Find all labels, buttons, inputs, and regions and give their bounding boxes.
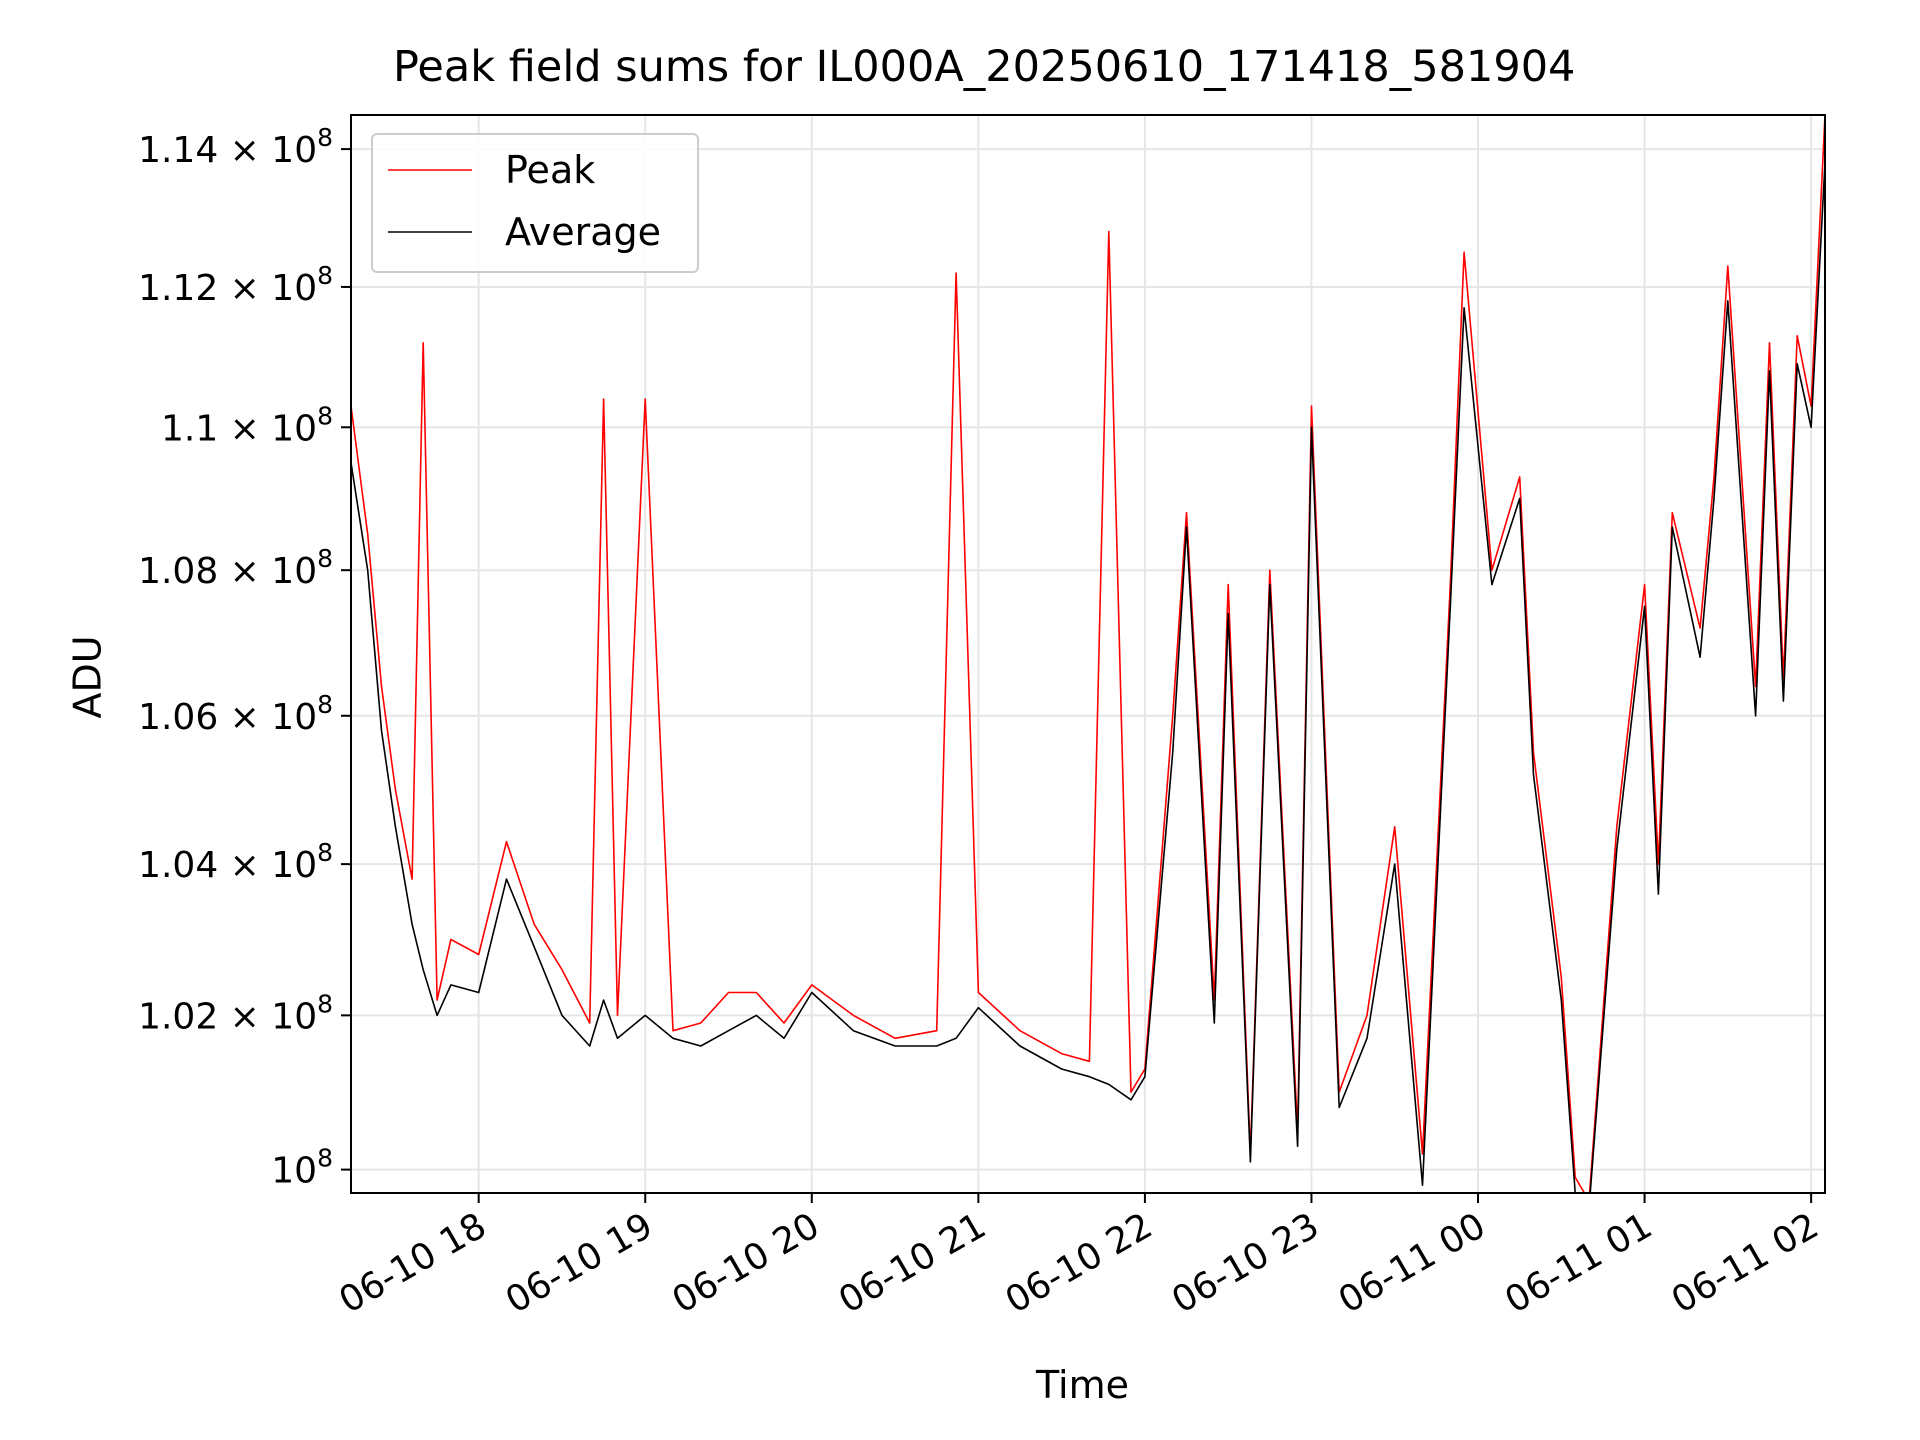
x-tick-label: 06-11 01 bbox=[1498, 1205, 1659, 1321]
y-tick-label: 1.1 × 108 bbox=[161, 401, 333, 449]
grid-lines bbox=[351, 115, 1825, 1193]
legend-label: Average bbox=[505, 210, 661, 254]
x-tick-label: 06-10 22 bbox=[999, 1205, 1160, 1321]
x-tick-label: 06-10 21 bbox=[832, 1205, 993, 1321]
y-tick-label: 1.12 × 108 bbox=[138, 261, 333, 309]
x-tick-label: 06-11 02 bbox=[1665, 1205, 1826, 1321]
x-tick-label: 06-10 18 bbox=[333, 1205, 494, 1321]
series-line-peak bbox=[351, 115, 1825, 1193]
y-tick-label: 1.14 × 108 bbox=[138, 123, 333, 171]
x-tick-label: 06-10 20 bbox=[666, 1205, 827, 1321]
x-ticks: 06-10 18 06-10 19 06-10 20 06-10 21 06-10 22… bbox=[333, 1193, 1826, 1322]
series-layer bbox=[351, 115, 1825, 1193]
y-tick-label: 1.02 × 108 bbox=[138, 989, 333, 1037]
x-tick-label: 06-11 00 bbox=[1332, 1205, 1493, 1321]
chart-title: Peak field sums for IL000A_20250610_1714… bbox=[393, 42, 1576, 92]
y-tick-label: 1.08 × 108 bbox=[138, 544, 333, 592]
plot-frame bbox=[350, 114, 1826, 1194]
x-tick-label: 06-10 23 bbox=[1165, 1205, 1326, 1321]
x-axis-label: Time bbox=[1036, 1363, 1129, 1407]
legend: Peak Average bbox=[371, 133, 699, 273]
y-tick-label: 1.06 × 108 bbox=[138, 690, 333, 738]
y-tick-label: 108 bbox=[271, 1144, 333, 1192]
y-ticks: 108 1.02 × 108 1.04 × 108 1.06 × 108 1.08 × … bbox=[138, 123, 351, 1192]
y-tick-label: 1.04 × 108 bbox=[138, 838, 333, 886]
legend-label: Peak bbox=[505, 148, 595, 192]
legend-box bbox=[371, 133, 699, 273]
x-tick-label: 06-10 19 bbox=[499, 1205, 660, 1321]
series-line-average bbox=[351, 162, 1825, 1193]
